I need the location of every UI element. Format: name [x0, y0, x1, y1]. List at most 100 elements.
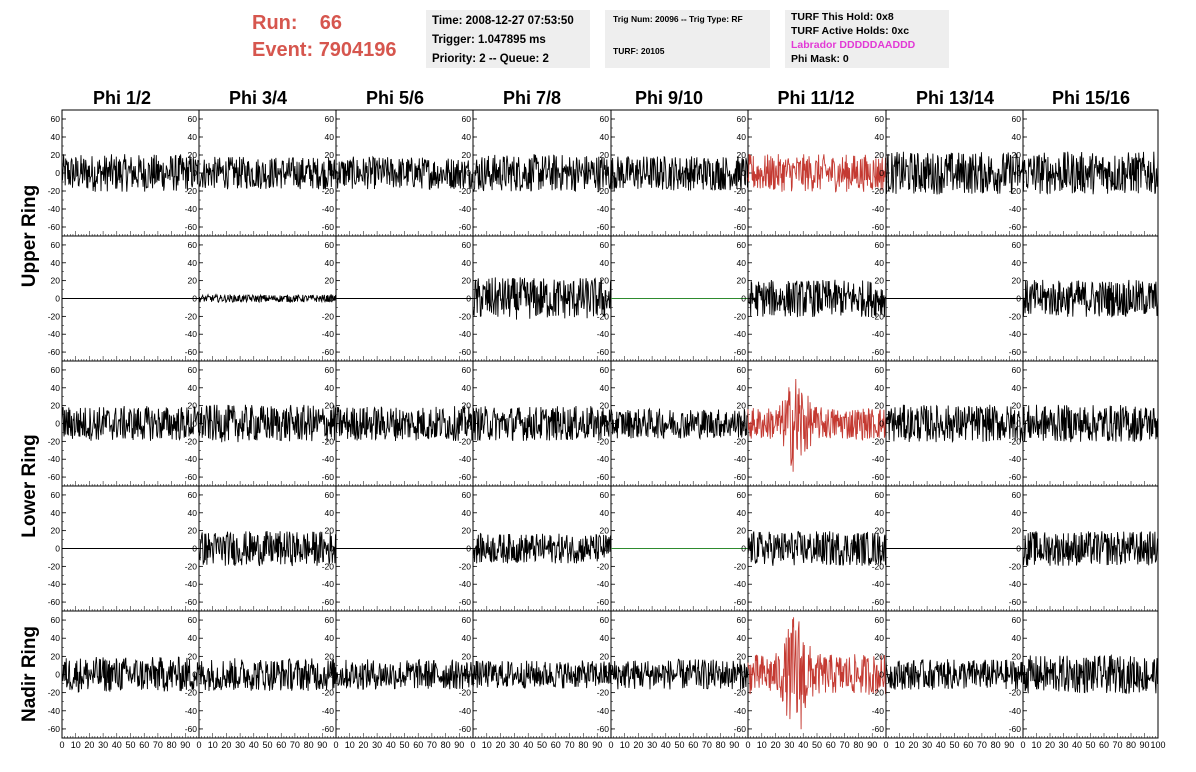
panel-r4-c2-ytick-label: 0: [329, 670, 334, 680]
panel-r2-c5-ytick-label: -60: [734, 472, 747, 482]
x-tick-label: 20: [1045, 740, 1055, 750]
x-tick-label: 50: [125, 740, 135, 750]
panel-r0-c0-ytick-label: -60: [48, 222, 61, 232]
panel-r2-c5-ytick-label: 40: [737, 383, 747, 393]
panel-r3-c1-ytick-label: 20: [188, 526, 198, 536]
panel-r4-c0-ytick-label: -20: [48, 688, 61, 698]
panel-r3-c1-ytick-label: -60: [185, 597, 198, 607]
panel-r4-c6-ytick-label: 60: [875, 615, 885, 625]
panel-r4-c4-ytick-label: 0: [604, 670, 609, 680]
panel-r4-c5-ytick-label: -60: [734, 724, 747, 734]
column-header-phi-15-16: Phi 15/16: [1051, 88, 1131, 108]
panel-r3-c1-ytick-label: -40: [185, 579, 198, 589]
panel-r1-c2-ytick-label: 20: [325, 276, 335, 286]
x-tick-label: 0: [1020, 740, 1025, 750]
panel-r2-c6-ytick-label: 20: [875, 401, 885, 411]
priority-text: Priority: 2 -- Queue: 2: [432, 53, 549, 65]
panel-r4-c3-trace: [472, 660, 612, 689]
x-tick-label: 20: [908, 740, 918, 750]
panel-r2-c6-ytick-label: 0: [879, 419, 884, 429]
panel-r3-c4-ytick-label: 20: [600, 526, 610, 536]
panel-r2-c1-ytick-label: 20: [188, 401, 198, 411]
panel-r4-c4-ytick-label: 40: [600, 633, 610, 643]
panel-r2-c5-ytick-label: 20: [737, 401, 747, 411]
panel-r2-c4-ytick-label: 40: [600, 383, 610, 393]
panel-r3-c6-ytick-label: -40: [872, 579, 885, 589]
x-tick-label: 50: [1085, 740, 1095, 750]
x-tick-label: 70: [840, 740, 850, 750]
panel-r4-c2-ytick-label: -40: [322, 706, 335, 716]
panel-r4-c7-ytick-label: 0: [1016, 670, 1021, 680]
panel-r1-c6-ytick-label: 60: [875, 240, 885, 250]
panel-r1-c7-ytick-label: -20: [1009, 311, 1022, 321]
panel-r0-c3-ytick-label: 20: [462, 150, 472, 160]
panel-r4-c7-ytick-label: 40: [1012, 633, 1022, 643]
panel-r0-c5-ytick-label: -20: [734, 186, 747, 196]
panel-r2-c2-ytick-label: 40: [325, 383, 335, 393]
panel-r0-c6-ytick-label: -40: [872, 204, 885, 214]
panel-r4-c2-ytick-label: -20: [322, 688, 335, 698]
x-tick-label: 70: [565, 740, 575, 750]
panel-r0-c0-ytick-label: 40: [51, 132, 61, 142]
panel-r1-c5-ytick-label: -60: [734, 347, 747, 357]
x-tick-label: 70: [702, 740, 712, 750]
panel-r4-c7-ytick-label: -20: [1009, 688, 1022, 698]
x-tick-label: 10: [895, 740, 905, 750]
panel-r1-c4-ytick-label: -60: [597, 347, 610, 357]
panel-r3-c6-ytick-label: 40: [875, 508, 885, 518]
panel-r1-c0-ytick-label: 60: [51, 240, 61, 250]
panel-r1-c5-ytick-label: -40: [734, 329, 747, 339]
panel-r1-c7-trace: [1022, 279, 1159, 318]
panel-r1-c7-ytick-label: -40: [1009, 329, 1022, 339]
panel-r4-c3-ytick-label: 60: [462, 615, 472, 625]
panel-r0-c6-trace: [885, 151, 1024, 195]
panel-r2-c7-ytick-label: -20: [1009, 436, 1022, 446]
panel-r3-c7-ytick-label: 0: [1016, 544, 1021, 554]
panel-r1-c1-trace: [198, 293, 337, 304]
panel-r1-c3-trace: [472, 277, 612, 320]
panel-r1-c4-ytick-label: 40: [600, 258, 610, 268]
panel-r0-c5-ytick-label: 20: [737, 150, 747, 160]
panel-r1-c2-ytick-label: 60: [325, 240, 335, 250]
x-tick-label: 60: [551, 740, 561, 750]
panel-r1-c3-ytick-label: -20: [459, 311, 472, 321]
panel-r0-c3-ytick-label: -60: [459, 222, 472, 232]
panel-r0-c1-trace: [198, 156, 337, 190]
x-tick-label: 50: [674, 740, 684, 750]
x-tick-label: 30: [784, 740, 794, 750]
panel-r3-c3-trace: [472, 532, 612, 564]
x-tick-label: 0: [745, 740, 750, 750]
panel-r2-c2-ytick-label: 20: [325, 401, 335, 411]
panel-r3-c6-ytick-label: 0: [879, 544, 884, 554]
panel-r0-c3-trace: [472, 154, 612, 193]
panel-r1-c7-ytick-label: 40: [1012, 258, 1022, 268]
panel-r4-c2-ytick-label: 20: [325, 651, 335, 661]
panel-r4-c2-ytick-label: -60: [322, 724, 335, 734]
panel-r2-c2-ytick-label: 60: [325, 365, 335, 375]
panel-r2-c1-ytick-label: 0: [192, 419, 197, 429]
panel-r4-c3-ytick-label: 40: [462, 633, 472, 643]
panel-r1-c2-ytick-label: 40: [325, 258, 335, 268]
panel-r2-c7-ytick-label: 60: [1012, 365, 1022, 375]
x-tick-label: 90: [1004, 740, 1014, 750]
panel-r2-c7-ytick-label: -60: [1009, 472, 1022, 482]
event-label: Event:: [252, 39, 314, 61]
panel-r0-c0-trace: [61, 154, 200, 192]
panel-r0-c2-ytick-label: -60: [322, 222, 335, 232]
panel-r1-c2-ytick-label: 0: [329, 294, 334, 304]
panel-r0-c4-ytick-label: -60: [597, 222, 610, 232]
panel-r1-c1-ytick-label: -60: [185, 347, 198, 357]
panel-r0-c2-ytick-label: 0: [329, 168, 334, 178]
panel-r1-c1-ytick-label: -40: [185, 329, 198, 339]
panel-r3-c5-ytick-label: 40: [737, 508, 747, 518]
x-tick-label: 0: [333, 740, 338, 750]
panel-r1-c3-ytick-label: 20: [462, 276, 472, 286]
panel-r2-c5-ytick-label: 0: [741, 419, 746, 429]
panel-r4-c5-ytick-label: -20: [734, 688, 747, 698]
panel-r3-c3-ytick-label: -20: [459, 561, 472, 571]
x-tick-label: 70: [1112, 740, 1122, 750]
panel-r2-c1-ytick-label: -40: [185, 454, 198, 464]
panel-r2-c4-ytick-label: 20: [600, 401, 610, 411]
panel-r4-c6-ytick-label: -40: [872, 706, 885, 716]
